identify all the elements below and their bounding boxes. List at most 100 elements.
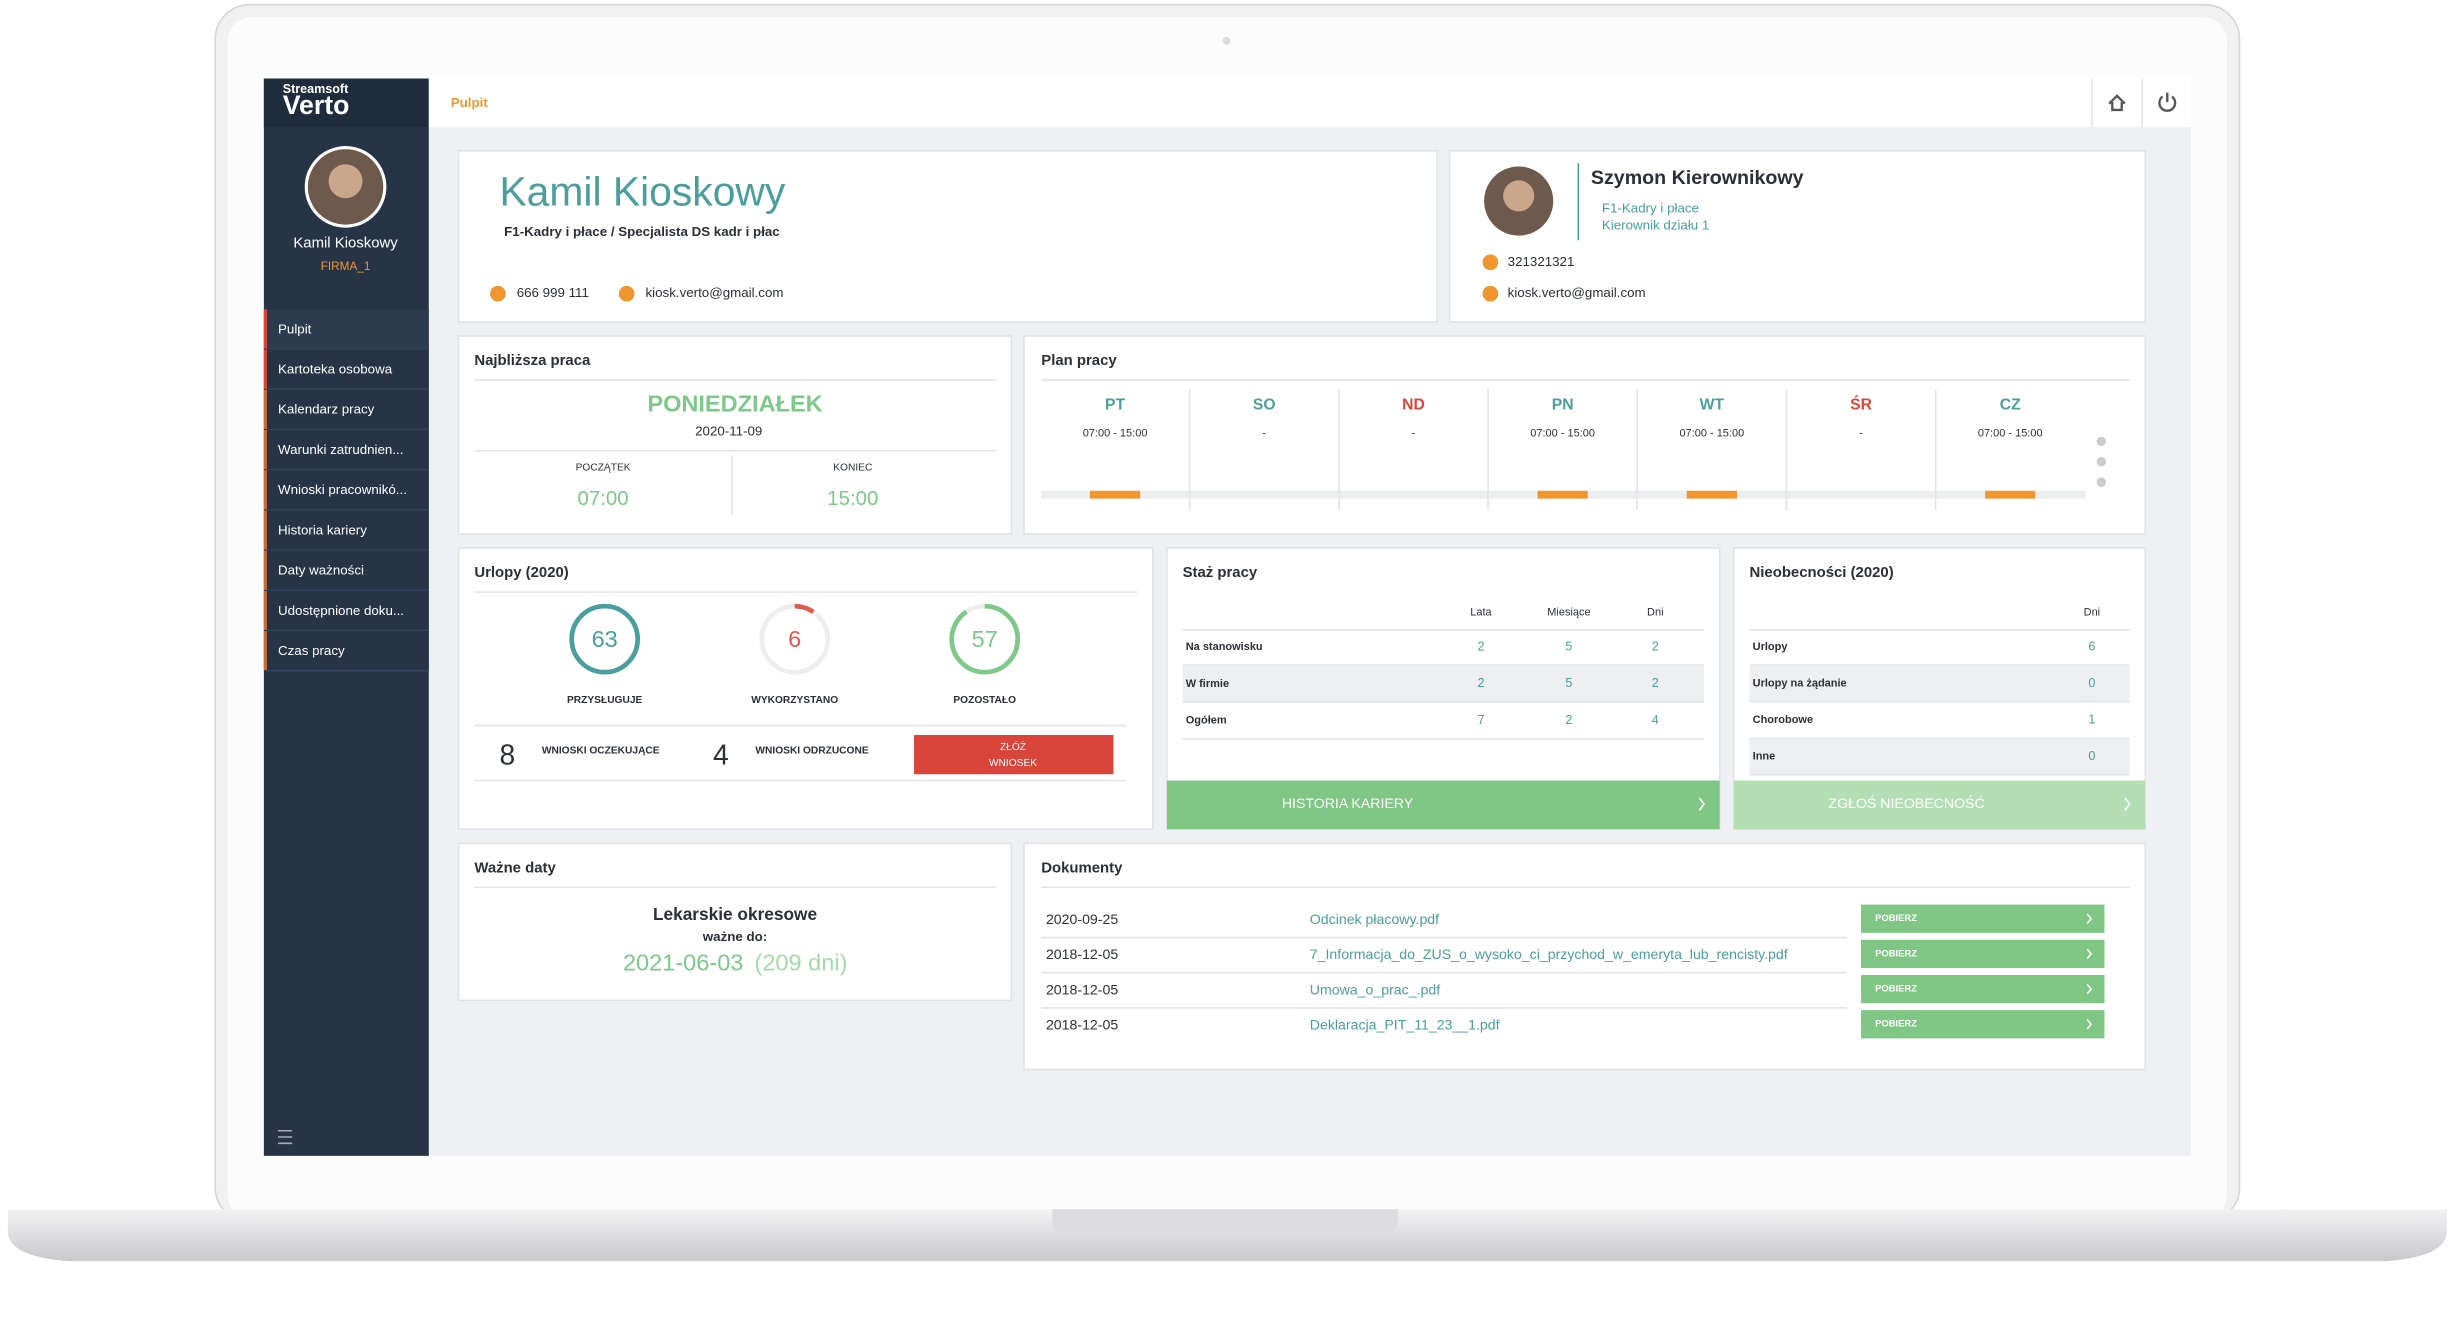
contact-icon: [1482, 285, 1499, 302]
plan-hours: -: [1412, 427, 1416, 439]
absence-button-label[interactable]: ZGŁOŚ NIEOBECNOŚĆ: [1828, 794, 1984, 811]
menu-accent: [263, 470, 268, 510]
scroll-dot[interactable]: [2096, 477, 2107, 487]
card-title: Urlopy (2020): [474, 565, 568, 581]
menu-accent: [263, 510, 268, 550]
document-file[interactable]: Umowa_o_prac_.pdf: [1310, 981, 1440, 997]
document-date: 2018-12-05: [1046, 946, 1118, 962]
history-button-label[interactable]: HISTORIA KARIERY: [1282, 795, 1414, 811]
pending-label: WNIOSKI OCZEKUJĄCE: [542, 745, 660, 756]
row-label: Urlopy: [1753, 641, 1789, 653]
cell-value: 1: [2088, 713, 2095, 727]
request-button[interactable]: [914, 734, 1114, 775]
menu-item[interactable]: [263, 389, 429, 430]
card-title: Nieobecności (2020): [1750, 565, 1894, 581]
download-button[interactable]: [1861, 904, 2105, 933]
menu-item[interactable]: [263, 470, 429, 510]
cell-value: 6: [2088, 639, 2095, 653]
scroll-dot[interactable]: [2096, 436, 2107, 447]
menu-label[interactable]: Historia kariery: [278, 522, 367, 537]
menu-toggle[interactable]: [278, 1129, 293, 1145]
ring-value: 6: [788, 626, 801, 652]
menu-item[interactable]: [263, 510, 429, 550]
cell-value: 5: [1565, 639, 1572, 653]
menu-label[interactable]: Czas pracy: [278, 643, 345, 658]
menu-item[interactable]: [263, 590, 429, 631]
rejected-count: 4: [713, 738, 729, 770]
scroll-dot[interactable]: [2096, 457, 2107, 467]
document-file[interactable]: Deklaracja_PIT_11_23__1.pdf: [1310, 1017, 1500, 1033]
download-button-label[interactable]: POBIERZ: [1875, 1018, 1917, 1029]
menu-label[interactable]: Pulpit: [278, 321, 312, 336]
contact-icon: [490, 285, 506, 302]
history-button[interactable]: [1166, 780, 1720, 830]
manager-role: Kierownik działu 1: [1602, 218, 1709, 233]
plan-hours: -: [1262, 427, 1266, 439]
row-bg: [1749, 665, 2130, 702]
home-icon[interactable]: [2108, 94, 2126, 112]
user-company: FIRMA_1: [321, 260, 371, 273]
manager-dept: F1-Kadry i płace: [1602, 200, 1699, 215]
menu-item[interactable]: [263, 429, 429, 470]
plan-day: SO: [1253, 396, 1276, 413]
card-title: Plan pracy: [1041, 353, 1117, 369]
row-label: Chorobowe: [1753, 714, 1813, 726]
power-icon[interactable]: [2158, 92, 2177, 112]
download-button-label[interactable]: POBIERZ: [1875, 912, 1917, 923]
download-button-label[interactable]: POBIERZ: [1875, 947, 1917, 958]
menu-item[interactable]: [263, 550, 429, 590]
date-remaining: (209 dni): [755, 949, 848, 975]
menu-label[interactable]: Daty ważności: [278, 563, 364, 578]
request-button-label[interactable]: ZŁÓŻ: [1000, 740, 1026, 753]
cell-value: 5: [1565, 676, 1572, 690]
chevron: [2086, 1019, 2093, 1030]
brand-top: Streamsoft: [283, 82, 349, 96]
plan-hours: 07:00 - 15:00: [1679, 427, 1744, 439]
cell-value: 2: [1477, 676, 1484, 690]
work-day: PONIEDZIAŁEK: [647, 390, 822, 416]
row-label: Ogółem: [1186, 715, 1227, 727]
plan-bar: [1537, 490, 1588, 499]
menu-label[interactable]: Wnioski pracownikó...: [278, 482, 407, 497]
plan-day: ND: [1402, 396, 1425, 413]
download-button[interactable]: [1861, 939, 2105, 969]
menu-label[interactable]: Warunki zatrudnien...: [278, 442, 403, 457]
download-button-label[interactable]: POBIERZ: [1875, 983, 1917, 994]
ring-arc: [949, 603, 1021, 675]
menu-item[interactable]: [263, 631, 429, 671]
menu-label[interactable]: Udostępnione doku...: [278, 603, 404, 618]
plan-hours: -: [1859, 427, 1863, 439]
menu-label[interactable]: Kalendarz pracy: [278, 402, 375, 417]
document-file[interactable]: 7_Informacja_do_ZUS_o_wysoko_ci_przychod…: [1310, 946, 1788, 962]
plan-bar: [1686, 490, 1737, 499]
menu-item[interactable]: [263, 309, 429, 349]
end-label: KONIEC: [833, 463, 872, 474]
download-button[interactable]: [1861, 1010, 2105, 1039]
contact-icon: [618, 285, 635, 302]
column-header: Dni: [2084, 606, 2100, 618]
menu-item[interactable]: [263, 349, 429, 389]
menu-accent: [263, 429, 268, 470]
absence-button[interactable]: [1733, 780, 2146, 830]
profile-position: F1-Kadry i płace / Specjalista DS kadr i…: [504, 224, 780, 239]
manager-email: kiosk.verto@gmail.com: [1508, 285, 1646, 300]
plan-hours: 07:00 - 15:00: [1083, 427, 1148, 439]
user-name: Kamil Kioskowy: [293, 235, 398, 251]
document-file[interactable]: Odcinek płacowy.pdf: [1310, 911, 1439, 927]
plan-day: ŚR: [1850, 394, 1872, 413]
card: [457, 842, 1013, 1002]
card-title: Ważne daty: [474, 860, 556, 876]
card: [1023, 335, 2147, 535]
request-button-label[interactable]: WNIOSEK: [989, 758, 1037, 769]
menu-accent: [263, 309, 268, 349]
ring-label: POZOSTAŁO: [953, 695, 1016, 706]
card-title: Dokumenty: [1041, 860, 1123, 876]
plan-hours: 07:00 - 15:00: [1530, 427, 1595, 439]
avatar-face: [1503, 180, 1535, 212]
download-button[interactable]: [1861, 974, 2105, 1004]
menu-label[interactable]: Kartoteka osobowa: [278, 362, 393, 377]
date-name: Lekarskie okresowe: [653, 904, 818, 924]
date-value: 2021-06-03: [623, 949, 743, 975]
